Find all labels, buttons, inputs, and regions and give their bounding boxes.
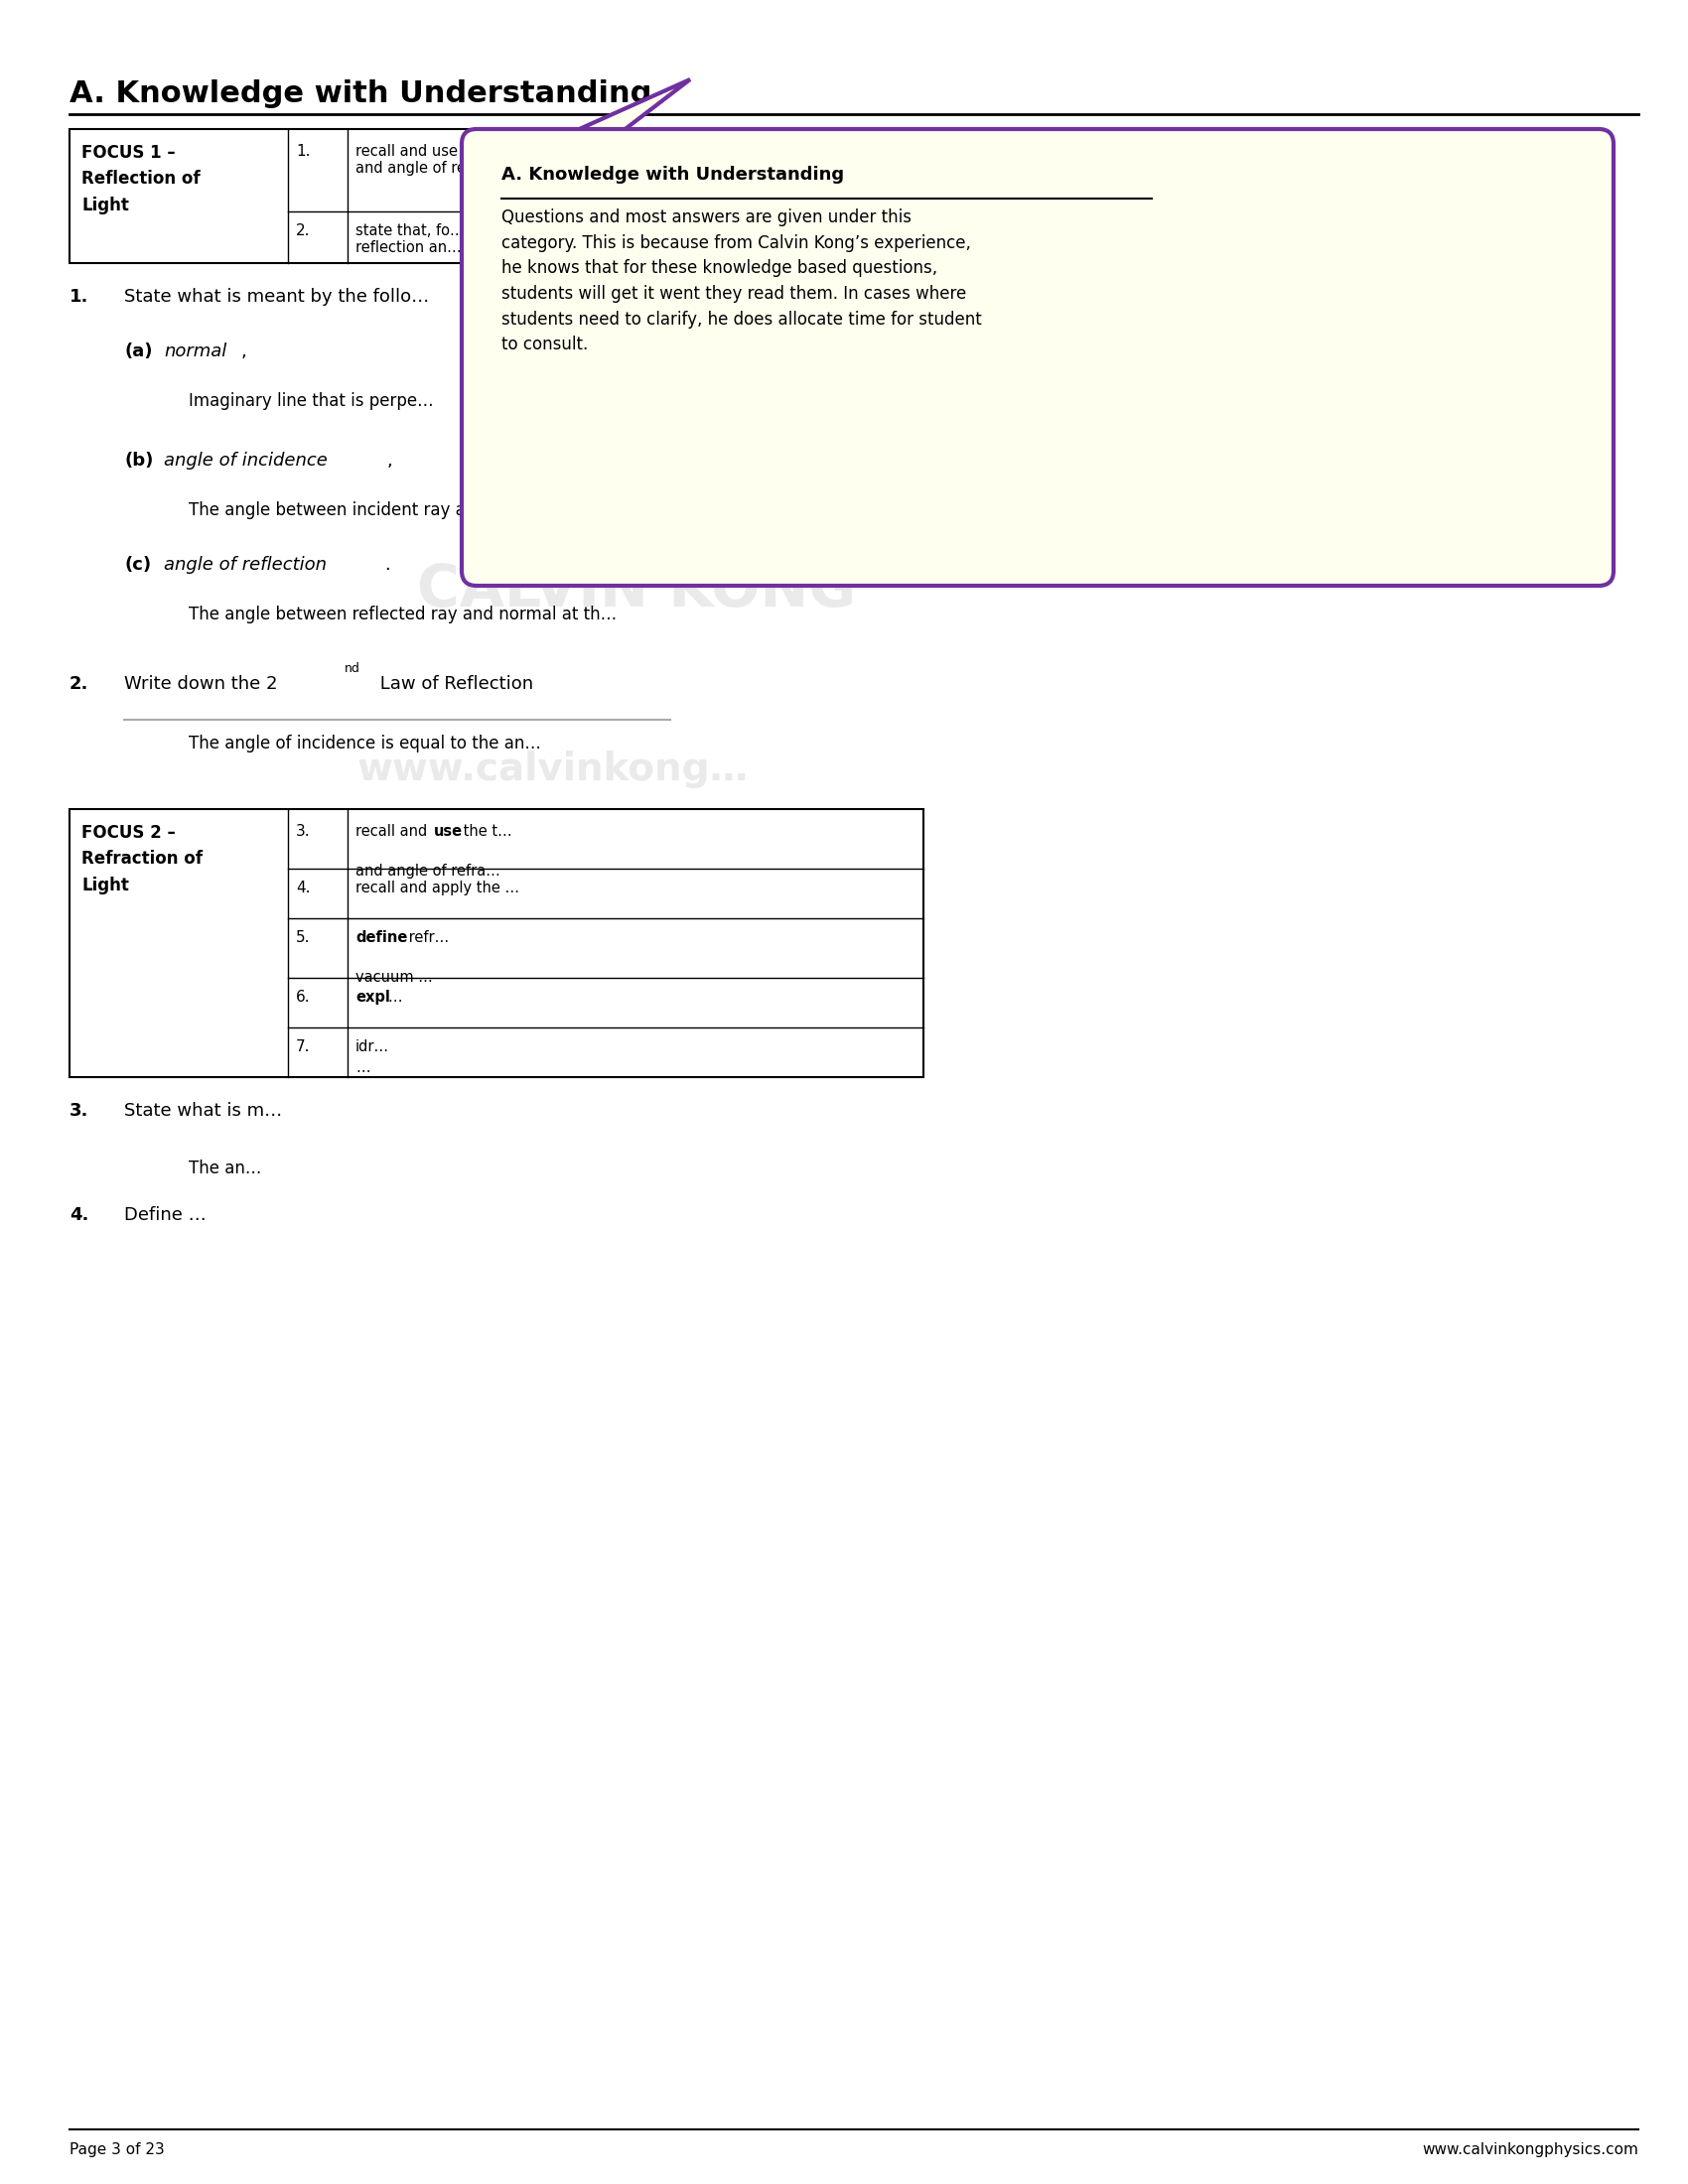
Text: Imaginary line that is perpe…: Imaginary line that is perpe…: [189, 393, 434, 411]
FancyBboxPatch shape: [463, 129, 1614, 585]
Text: 5.: 5.: [295, 930, 311, 946]
Text: A. Knowledge with Understanding: A. Knowledge with Understanding: [69, 79, 652, 109]
Text: recall and apply the …: recall and apply the …: [356, 880, 520, 895]
Text: 1.: 1.: [295, 144, 311, 159]
Text: 3.: 3.: [295, 823, 311, 839]
Text: .: .: [385, 557, 390, 574]
Text: ,: ,: [387, 452, 393, 470]
Text: State what is m…: State what is m…: [125, 1103, 282, 1120]
Bar: [69, 129, 923, 262]
Text: FOCUS 1 –
Reflection of
Light: FOCUS 1 – Reflection of Light: [81, 144, 201, 214]
Text: The an…: The an…: [189, 1160, 262, 1177]
Text: State what is meant by the follo…: State what is meant by the follo…: [125, 288, 429, 306]
Text: use: use: [434, 823, 463, 839]
Text: Define …: Define …: [125, 1206, 206, 1223]
Text: 4.: 4.: [69, 1206, 89, 1223]
Text: Law of Reflection: Law of Reflection: [375, 675, 533, 692]
Text: 4.: 4.: [295, 880, 311, 895]
Text: Page 3 of 23: Page 3 of 23: [69, 2143, 165, 2158]
Text: …: …: [388, 989, 402, 1005]
Text: and angle of refra…: and angle of refra…: [356, 863, 500, 878]
Text: 6.: 6.: [295, 989, 311, 1005]
Text: 2.: 2.: [295, 223, 311, 238]
Text: 1.: 1.: [69, 288, 89, 306]
Text: recall and use the ter……tion, including normal, angle of incide
and angle of re…: recall and use the ter……tion, including …: [356, 144, 815, 177]
Text: 3.: 3.: [69, 1103, 89, 1120]
Text: idr…
…: idr… …: [356, 1040, 390, 1075]
Text: 7.: 7.: [295, 1040, 311, 1055]
Text: refr…: refr…: [405, 930, 449, 946]
Text: Questions and most answers are given under this
category. This is because from C: Questions and most answers are given und…: [501, 207, 982, 354]
Text: vacuum …: vacuum …: [356, 970, 432, 985]
Text: The angle of incidence is equal to the an…: The angle of incidence is equal to the a…: [189, 734, 542, 753]
Text: (c): (c): [125, 557, 150, 574]
Text: recall and: recall and: [356, 823, 432, 839]
Text: expl: expl: [356, 989, 390, 1005]
Text: FOCUS 2 –
Refraction of
Light: FOCUS 2 – Refraction of Light: [81, 823, 203, 893]
Text: (a): (a): [125, 343, 152, 360]
Text: A. Knowledge with Understanding: A. Knowledge with Understanding: [501, 166, 844, 183]
Text: state that, fo…
reflection an…: state that, fo… reflection an…: [356, 223, 464, 256]
Text: (b): (b): [125, 452, 154, 470]
Text: The angle between incident ray and normal at the point o…: The angle between incident ray and norma…: [189, 502, 682, 520]
Text: www.calvinkongphysics.com: www.calvinkongphysics.com: [1421, 2143, 1639, 2158]
Text: the t…: the t…: [459, 823, 511, 839]
Text: The angle between reflected ray and normal at th…: The angle between reflected ray and norm…: [189, 605, 616, 622]
Text: 2.: 2.: [69, 675, 89, 692]
Text: www.calvinkong…: www.calvinkong…: [358, 751, 749, 788]
Text: Write down the 2: Write down the 2: [125, 675, 277, 692]
Polygon shape: [547, 79, 690, 144]
Text: normal: normal: [164, 343, 226, 360]
Text: define: define: [356, 930, 407, 946]
Text: ,: ,: [241, 343, 246, 360]
Text: angle of reflection: angle of reflection: [164, 557, 327, 574]
Text: nd: nd: [344, 662, 360, 675]
Text: angle of incidence: angle of incidence: [164, 452, 327, 470]
Bar: [69, 808, 923, 1077]
Text: CALVIN KONG: CALVIN KONG: [417, 561, 856, 618]
